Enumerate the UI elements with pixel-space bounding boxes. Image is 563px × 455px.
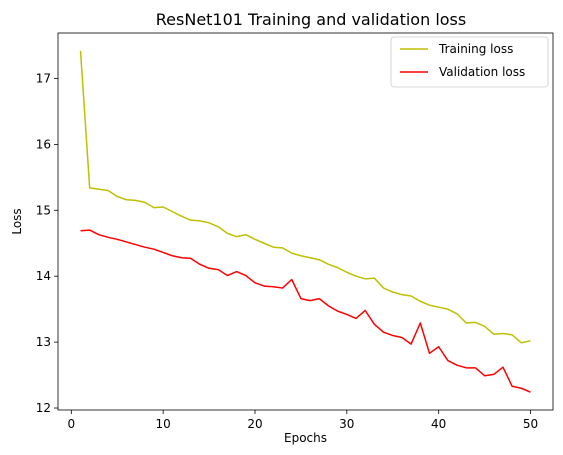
x-tick-label: 30 xyxy=(339,417,354,431)
x-tick-label: 0 xyxy=(67,417,75,431)
chart-title: ResNet101 Training and validation loss xyxy=(156,10,466,29)
validation-loss-line xyxy=(80,229,531,393)
x-tick-label: 10 xyxy=(156,417,171,431)
y-tick-label: 13 xyxy=(36,335,51,349)
legend-label-validation: Validation loss xyxy=(439,65,525,79)
plot-area-frame xyxy=(57,32,554,411)
y-tick-label: 15 xyxy=(36,203,51,217)
x-axis-ticks: 0 10 20 30 40 50 xyxy=(67,410,538,431)
legend-label-training: Training loss xyxy=(438,42,513,56)
y-axis-label: Loss xyxy=(10,208,24,234)
legend-box xyxy=(390,36,549,88)
y-tick-label: 17 xyxy=(36,71,51,85)
y-tick-label: 16 xyxy=(36,137,51,151)
x-tick-label: 20 xyxy=(247,417,262,431)
legend: Training loss Validation loss xyxy=(390,36,549,88)
x-axis-label: Epochs xyxy=(284,431,327,445)
training-loss-line xyxy=(79,50,531,344)
y-axis-ticks: 12 13 14 15 16 17 xyxy=(36,71,58,415)
x-tick-label: 50 xyxy=(523,417,538,431)
y-tick-label: 14 xyxy=(36,269,51,283)
y-tick-label: 12 xyxy=(36,401,51,415)
series-layer xyxy=(79,50,531,393)
x-tick-label: 40 xyxy=(431,417,446,431)
